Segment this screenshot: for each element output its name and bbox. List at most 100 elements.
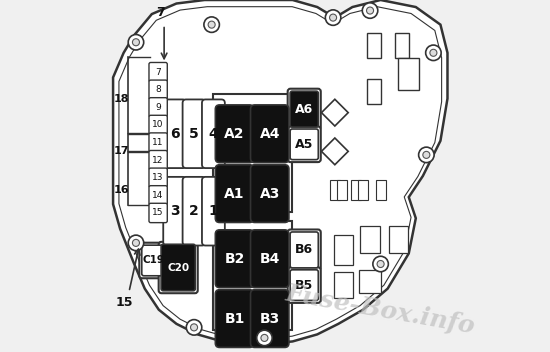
Text: 1: 1: [208, 204, 218, 218]
Text: 9: 9: [155, 103, 161, 112]
Text: 15: 15: [152, 208, 164, 218]
FancyBboxPatch shape: [139, 243, 168, 278]
Circle shape: [190, 324, 197, 331]
Circle shape: [362, 3, 378, 18]
Text: 10: 10: [152, 120, 164, 130]
Text: A3: A3: [260, 187, 280, 201]
Bar: [359, 270, 382, 293]
Text: A2: A2: [224, 127, 245, 141]
Polygon shape: [321, 99, 348, 126]
FancyBboxPatch shape: [251, 290, 289, 347]
Text: A1: A1: [224, 187, 245, 201]
FancyBboxPatch shape: [251, 165, 289, 222]
Text: 7: 7: [156, 6, 165, 19]
Bar: [395, 33, 409, 58]
Circle shape: [261, 334, 268, 341]
Text: 6: 6: [170, 127, 179, 141]
Bar: [212, 94, 292, 212]
Text: B6: B6: [295, 244, 314, 256]
Circle shape: [128, 235, 144, 251]
FancyBboxPatch shape: [149, 98, 167, 117]
Circle shape: [186, 320, 202, 335]
FancyBboxPatch shape: [163, 100, 186, 168]
Circle shape: [257, 330, 272, 346]
Text: 7: 7: [155, 68, 161, 77]
FancyBboxPatch shape: [149, 150, 167, 170]
Bar: [358, 180, 368, 200]
Text: C20: C20: [167, 263, 189, 272]
FancyBboxPatch shape: [290, 129, 318, 160]
Polygon shape: [113, 0, 448, 345]
Circle shape: [133, 239, 140, 246]
Text: 17: 17: [114, 146, 130, 156]
FancyBboxPatch shape: [251, 230, 289, 288]
Text: 4: 4: [208, 127, 218, 141]
Text: A5: A5: [295, 138, 313, 151]
FancyBboxPatch shape: [202, 177, 225, 246]
FancyBboxPatch shape: [183, 100, 206, 168]
Bar: [337, 180, 347, 200]
Circle shape: [326, 10, 341, 25]
Text: A6: A6: [295, 103, 314, 115]
Text: 8: 8: [155, 85, 161, 94]
Bar: [388, 226, 408, 253]
FancyBboxPatch shape: [161, 244, 195, 291]
FancyBboxPatch shape: [149, 133, 167, 152]
Text: B1: B1: [224, 312, 245, 326]
FancyBboxPatch shape: [142, 245, 166, 276]
Text: 3: 3: [170, 204, 179, 218]
Text: 18: 18: [114, 94, 130, 103]
Bar: [366, 79, 381, 104]
Text: 12: 12: [152, 156, 164, 165]
Text: Fuse-Box.info: Fuse-Box.info: [284, 281, 477, 338]
FancyBboxPatch shape: [290, 232, 318, 268]
FancyBboxPatch shape: [251, 105, 289, 163]
Bar: [376, 180, 386, 200]
FancyBboxPatch shape: [290, 91, 318, 127]
FancyBboxPatch shape: [288, 89, 321, 130]
Bar: [351, 180, 361, 200]
Circle shape: [128, 34, 144, 50]
FancyBboxPatch shape: [288, 268, 321, 303]
Circle shape: [366, 7, 373, 14]
Bar: [366, 33, 381, 58]
Bar: [334, 272, 353, 298]
Text: 13: 13: [152, 173, 164, 182]
FancyBboxPatch shape: [183, 177, 206, 246]
FancyBboxPatch shape: [149, 115, 167, 134]
Bar: [334, 235, 353, 265]
Circle shape: [426, 45, 441, 61]
FancyBboxPatch shape: [288, 230, 321, 270]
Circle shape: [430, 49, 437, 56]
FancyBboxPatch shape: [216, 290, 254, 347]
Circle shape: [419, 147, 434, 163]
FancyBboxPatch shape: [158, 242, 198, 293]
Text: 5: 5: [189, 127, 199, 141]
Bar: [398, 58, 419, 90]
Bar: [360, 226, 379, 253]
Text: 2: 2: [189, 204, 199, 218]
FancyBboxPatch shape: [202, 100, 225, 168]
Circle shape: [329, 14, 337, 21]
Polygon shape: [321, 138, 348, 165]
FancyBboxPatch shape: [149, 62, 167, 82]
FancyBboxPatch shape: [216, 230, 254, 288]
FancyBboxPatch shape: [149, 168, 167, 187]
Text: B4: B4: [260, 252, 280, 266]
Text: A4: A4: [260, 127, 280, 141]
Text: 11: 11: [152, 138, 164, 147]
Text: 14: 14: [152, 191, 164, 200]
Circle shape: [423, 151, 430, 158]
Text: B5: B5: [295, 279, 314, 291]
Circle shape: [208, 21, 215, 28]
Text: B2: B2: [224, 252, 245, 266]
FancyBboxPatch shape: [216, 105, 254, 163]
Text: 16: 16: [114, 185, 130, 195]
Text: B3: B3: [260, 312, 280, 326]
Circle shape: [133, 39, 140, 46]
FancyBboxPatch shape: [216, 165, 254, 222]
FancyBboxPatch shape: [163, 177, 186, 246]
Text: C19: C19: [142, 256, 164, 265]
FancyBboxPatch shape: [149, 186, 167, 205]
Bar: [212, 221, 292, 330]
